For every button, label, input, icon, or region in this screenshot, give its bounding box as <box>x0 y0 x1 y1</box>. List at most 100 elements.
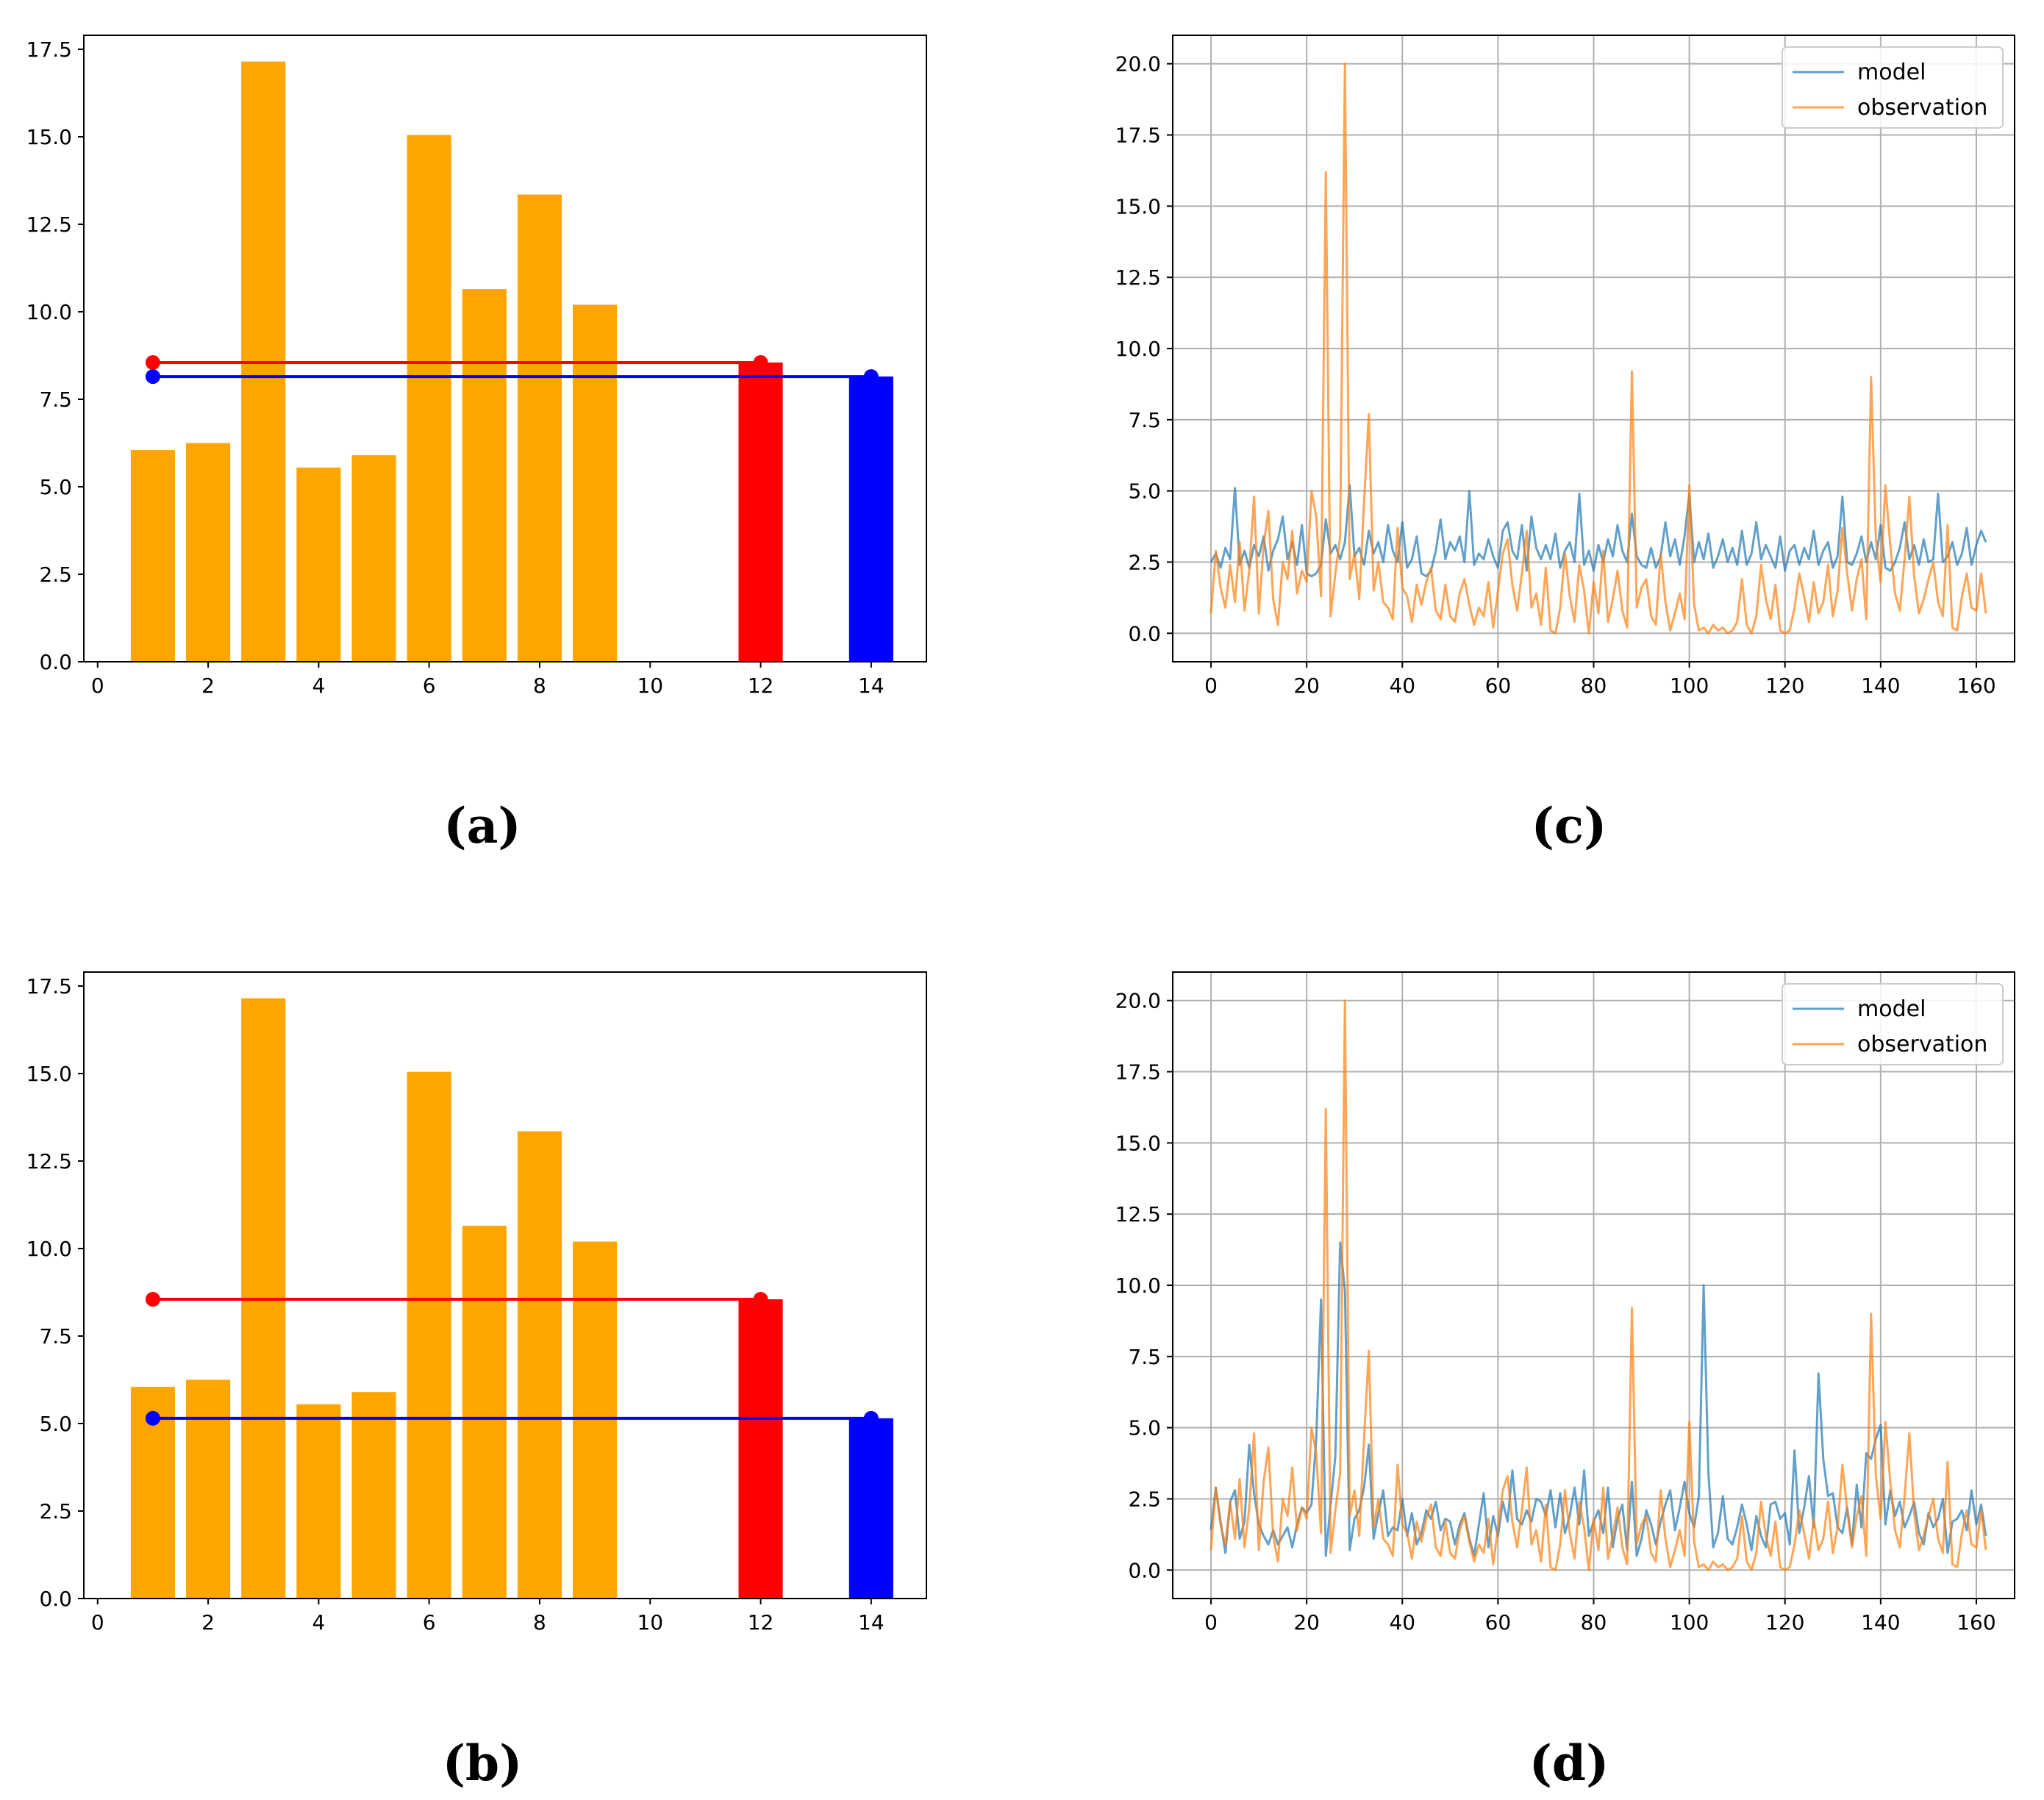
bar <box>462 1226 507 1599</box>
x-tick-label: 8 <box>533 1610 546 1635</box>
y-tick-label: 5.0 <box>39 475 72 499</box>
chart-b-plot: 0 2 4 6 8 10 12 14 0.0 2.5 5.0 7.5 10.0 12.5 15.0 17.5 <box>26 971 927 1635</box>
panel-c: 0 20 40 60 80 100 120 140 160 0.0 2.5 5.0 7.5 10.0 12.… <box>1115 35 2015 854</box>
bar <box>130 450 175 662</box>
x-tick-label: 12 <box>748 674 774 698</box>
bar <box>462 289 507 662</box>
x-tick-label: 20 <box>1293 1610 1320 1635</box>
y-tick-label: 0.0 <box>39 650 72 674</box>
x-tick-label: 0 <box>1204 1610 1218 1635</box>
chart-d-plot: 0 20 40 60 80 100 120 140 160 0.0 2.5 5.0 7.5 10.0 12.… <box>1115 971 2015 1635</box>
x-tick-label: 0 <box>91 1610 104 1635</box>
x-tick-label: 6 <box>423 674 436 698</box>
caption-b: (b) <box>443 1735 523 1792</box>
x-tick-label: 140 <box>1861 674 1900 698</box>
chart-a-plot: 0 2 4 6 8 10 12 14 0.0 2.5 5.0 7.5 10.0 12.5 15.0 17.5 <box>26 35 927 698</box>
reference-point-red <box>753 1292 768 1307</box>
reference-point-red <box>145 1292 160 1307</box>
series-line-model <box>1209 484 1987 578</box>
reference-point-blue <box>863 1410 879 1426</box>
bar <box>573 1241 618 1599</box>
x-tick-label: 2 <box>201 674 215 698</box>
x-tick-label: 14 <box>858 674 885 698</box>
y-tick-label: 10.0 <box>1115 337 1161 361</box>
reference-point-blue <box>863 369 879 385</box>
x-tick-label: 120 <box>1765 1610 1804 1635</box>
y-tick-label: 17.5 <box>1115 124 1161 148</box>
y-tick-label: 0.0 <box>39 1587 72 1611</box>
y-tick-label: 5.0 <box>1128 1416 1161 1440</box>
x-tick-label: 120 <box>1765 674 1804 698</box>
y-tick-label: 20.0 <box>1115 989 1161 1013</box>
legend-label-model: model <box>1857 60 1926 85</box>
x-tick-label: 6 <box>423 1610 436 1635</box>
reference-point-blue <box>145 369 160 385</box>
bar <box>407 1071 451 1599</box>
reference-point-blue <box>145 1410 160 1426</box>
x-tick-label: 40 <box>1389 1610 1415 1635</box>
series-line-observation <box>1209 63 1987 635</box>
x-tick-label: 100 <box>1670 674 1709 698</box>
y-tick-label: 7.5 <box>39 1324 72 1349</box>
y-tick-label: 17.5 <box>26 38 72 62</box>
reference-point-red <box>753 355 768 371</box>
x-tick-label: 40 <box>1389 674 1415 698</box>
x-tick-label: 100 <box>1670 1610 1709 1635</box>
x-tick-label: 80 <box>1581 1610 1607 1635</box>
y-tick-label: 7.5 <box>1128 408 1161 432</box>
y-tick-label: 7.5 <box>39 388 72 412</box>
y-tick-label: 17.5 <box>26 974 72 999</box>
y-tick-label: 0.0 <box>1128 621 1161 646</box>
y-tick-label: 12.5 <box>26 1149 72 1174</box>
y-tick-label: 5.0 <box>1128 479 1161 504</box>
highlight-bar-red <box>738 362 783 662</box>
axes-frame <box>83 35 927 662</box>
caption-a: (a) <box>443 797 521 854</box>
legend: model observation <box>1782 983 2004 1065</box>
bar <box>296 1404 341 1599</box>
y-tick-label: 2.5 <box>1128 550 1161 574</box>
series-line-model <box>1209 1241 1987 1557</box>
x-tick-label: 160 <box>1957 1610 1995 1635</box>
bar <box>186 443 231 662</box>
y-tick-label: 12.5 <box>26 213 72 237</box>
x-tick-label: 140 <box>1861 1610 1900 1635</box>
y-tick-label: 17.5 <box>1115 1060 1161 1085</box>
highlight-bar-red <box>738 1299 783 1599</box>
y-tick-label: 2.5 <box>39 1499 72 1524</box>
panel-d: 0 20 40 60 80 100 120 140 160 0.0 2.5 5.0 7.5 10.0 12.… <box>1115 971 2015 1792</box>
y-tick-label: 10.0 <box>1115 1274 1161 1298</box>
x-tick-label: 0 <box>91 674 104 698</box>
legend-label-model: model <box>1857 996 1926 1022</box>
bar <box>407 135 451 662</box>
y-tick-label: 12.5 <box>1115 1202 1161 1226</box>
bar <box>186 1379 231 1599</box>
y-tick-label: 15.0 <box>1115 194 1161 218</box>
x-tick-label: 8 <box>533 674 546 698</box>
y-tick-label: 15.0 <box>1115 1131 1161 1155</box>
panel-a: 0 2 4 6 8 10 12 140.02.55.07.510.012.515.017.5 … <box>26 35 927 854</box>
y-tick-label: 2.5 <box>39 562 72 587</box>
y-tick-label: 20.0 <box>1115 52 1161 76</box>
bar <box>351 455 396 662</box>
x-tick-label: 20 <box>1293 674 1320 698</box>
axes-frame <box>83 971 927 1599</box>
legend: model observation <box>1782 46 2004 129</box>
x-tick-label: 60 <box>1485 674 1512 698</box>
x-tick-label: 80 <box>1581 674 1607 698</box>
x-tick-label: 10 <box>637 1610 663 1635</box>
y-tick-label: 15.0 <box>26 1062 72 1086</box>
y-tick-label: 10.0 <box>26 300 72 324</box>
series-line-observation <box>1209 999 1987 1571</box>
x-tick-label: 14 <box>858 1610 885 1635</box>
x-tick-label: 2 <box>201 1610 215 1635</box>
x-tick-label: 0 <box>1204 674 1218 698</box>
x-tick-label: 10 <box>637 674 663 698</box>
axes-frame <box>1172 35 2015 662</box>
legend-label-observation: observation <box>1857 1032 1987 1057</box>
bar <box>517 1131 562 1599</box>
y-tick-label: 7.5 <box>1128 1345 1161 1369</box>
y-tick-label: 0.0 <box>1128 1558 1161 1582</box>
axes-frame <box>1172 971 2015 1599</box>
